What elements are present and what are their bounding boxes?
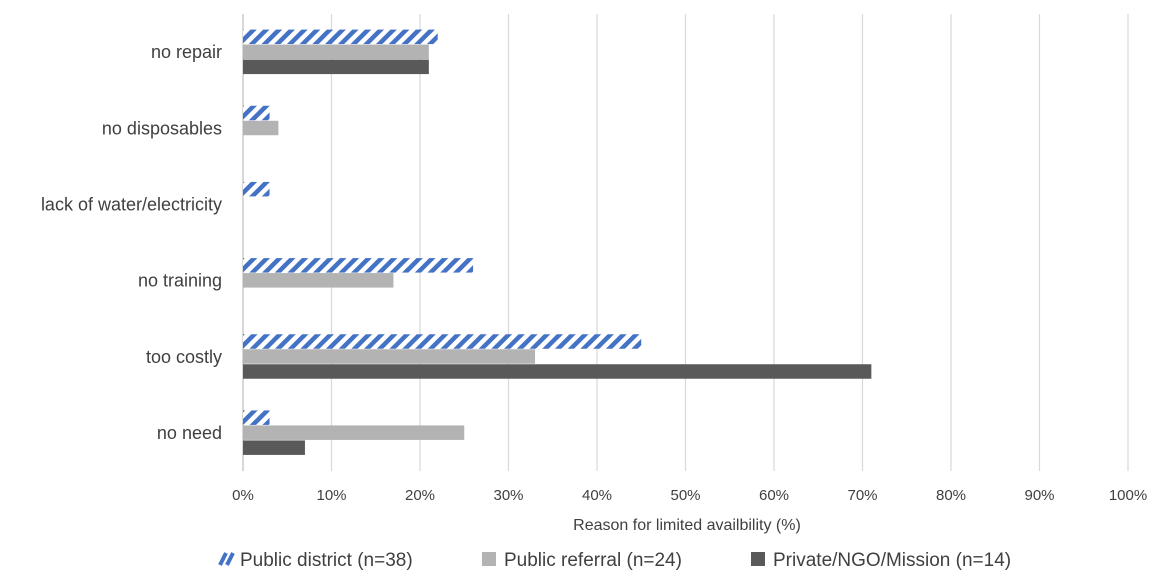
bar-3-no-repair [243, 59, 429, 75]
x-tick-label: 70% [847, 487, 877, 504]
bar-2-no-need [243, 425, 465, 440]
bar-1-no-disposables [243, 105, 270, 121]
category-label: no disposables [102, 118, 222, 138]
legend-label: Public referral (n=24) [504, 550, 682, 571]
x-tick-label: 100% [1109, 487, 1147, 504]
gridlines [242, 14, 1129, 471]
bar-1-no-need [243, 410, 270, 425]
legend-swatch [751, 552, 765, 566]
x-tick-label: 80% [936, 487, 966, 504]
category-labels: no repair no disposables lack of water/ele… [41, 42, 222, 443]
bar-2-no-disposables [243, 120, 279, 136]
x-tick-label: 20% [405, 487, 435, 504]
legend-swatch-hatch [218, 552, 235, 566]
category-label: no repair [151, 42, 222, 62]
bars [243, 29, 872, 455]
x-tick-labels: 0% 10% 20% 30% 40% 50% 60% 70% 80% 90% 100% [232, 487, 1147, 504]
legend-label: Public district (n=38) [240, 550, 413, 571]
x-tick-label: 30% [493, 487, 523, 504]
bar-1-no-training [243, 258, 474, 273]
x-tick-label: 90% [1024, 487, 1054, 504]
category-label: no need [157, 423, 222, 443]
legend: Public district (n=38) Public referral (n… [218, 550, 1011, 571]
bar-2-no-repair [243, 44, 429, 60]
x-tick-label: 40% [582, 487, 612, 504]
category-label: lack of water/electricity [41, 194, 222, 214]
x-axis-title: Reason for limited availbility (%) [573, 517, 801, 534]
x-tick-label: 60% [759, 487, 789, 504]
legend-label: Private/NGO/Mission (n=14) [773, 550, 1011, 571]
bar-1-lack-of-water-electricity [243, 181, 270, 197]
bar-2-too-costly [243, 349, 536, 364]
legend-swatch [482, 552, 496, 566]
category-label: too costly [146, 347, 222, 367]
bar-1-too-costly [243, 334, 642, 349]
bar-3-too-costly [243, 364, 872, 379]
category-label: no training [138, 271, 222, 291]
bar-2-no-training [243, 273, 394, 288]
x-tick-label: 10% [316, 487, 346, 504]
x-tick-label: 0% [232, 487, 254, 504]
bar-3-no-need [243, 440, 305, 455]
x-tick-label: 50% [670, 487, 700, 504]
bar-1-no-repair [243, 29, 438, 45]
